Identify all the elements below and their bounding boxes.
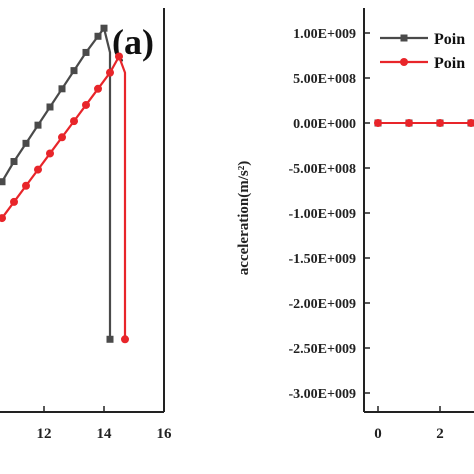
data-point: [121, 335, 129, 344]
data-point: [0, 214, 6, 223]
y-axis-title: acceleration(m/s²): [236, 161, 252, 275]
y-tick-label: 0.00E+000: [293, 117, 356, 132]
data-point: [70, 67, 78, 75]
y-tick-label: 1.00E+009: [293, 27, 356, 42]
data-point: [22, 139, 30, 147]
x-tick-label: 14: [97, 426, 113, 442]
y-tick-label: -3.00E+009: [289, 387, 356, 402]
series-line-2: [1, 53, 127, 340]
legend-label-2: Poin: [434, 55, 465, 72]
legend-label-1: Poin: [434, 31, 465, 48]
data-point: [10, 158, 18, 166]
x-tick-label: 0: [374, 426, 382, 442]
data-point: [106, 68, 114, 77]
data-point: [22, 181, 30, 190]
panel-b-y-ticks: 1.00E+009 5.00E+008 0.00E+000 -5.00E+008 -1.…: [289, 27, 370, 402]
series-line-1: [1, 25, 112, 340]
data-point: [82, 48, 90, 56]
data-point: [34, 165, 42, 174]
x-tick-label: 16: [157, 426, 173, 442]
x-tick-label: 2: [436, 426, 444, 442]
data-point: [0, 178, 6, 186]
x-tick-label: 12: [37, 426, 52, 442]
data-point: [34, 121, 42, 129]
legend: Poin Poin: [380, 31, 465, 72]
data-point: [467, 119, 474, 127]
data-point: [58, 133, 66, 142]
data-point: [58, 85, 66, 93]
data-point: [115, 52, 123, 61]
data-point: [100, 24, 108, 32]
y-tick-label: 5.00E+008: [293, 72, 356, 87]
data-point: [46, 103, 54, 111]
y-tick-label: -1.50E+009: [289, 252, 356, 267]
data-point: [436, 119, 444, 127]
y-tick-label: -2.00E+009: [289, 297, 356, 312]
y-tick-label: -2.50E+009: [289, 342, 356, 357]
panel-a: (a) 12 14 16: [0, 8, 172, 442]
data-point: [94, 32, 102, 40]
legend-marker-1: [400, 34, 408, 42]
panel-a-series: [0, 24, 129, 344]
data-point: [82, 100, 90, 109]
data-point: [405, 119, 413, 127]
y-tick-label: -5.00E+008: [289, 162, 356, 177]
data-point: [70, 117, 78, 126]
data-point: [10, 197, 18, 206]
panel-b: acceleration(m/s²) 1.00E+009 5.00E+008 0.0…: [236, 8, 474, 442]
data-point: [46, 149, 54, 158]
data-point: [374, 119, 382, 127]
panel-a-x-ticks: 12 14 16: [37, 406, 173, 442]
panel-b-series: [374, 119, 474, 127]
data-point: [94, 84, 102, 93]
y-tick-label: -1.00E+009: [289, 207, 356, 222]
data-point: [106, 335, 114, 343]
legend-marker-2: [400, 58, 408, 66]
